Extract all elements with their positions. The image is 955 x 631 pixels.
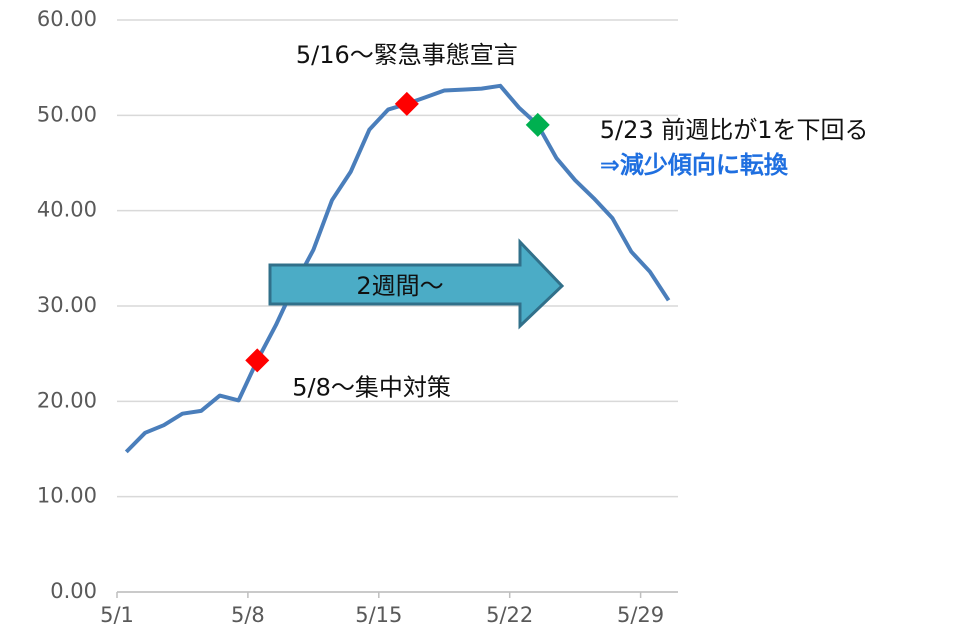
x-tick-label: 5/22 — [486, 603, 533, 627]
arrow — [268, 238, 565, 330]
marker — [245, 348, 270, 373]
arrow-label: 2週間～ — [356, 272, 443, 300]
x-tick-label: 5/29 — [617, 603, 664, 627]
annotation: 5/16～緊急事態宣言 — [296, 41, 518, 69]
data-line — [124, 83, 671, 454]
x-tick-label: 5/15 — [355, 603, 402, 627]
marker — [394, 91, 419, 116]
marker — [525, 112, 550, 137]
x-tick-label: 5/8 — [231, 603, 265, 627]
y-tick-label: 50.00 — [37, 102, 97, 126]
y-tick-label: 20.00 — [37, 388, 97, 412]
y-tick-label: 0.00 — [50, 579, 97, 603]
annotation: 5/8～集中対策 — [292, 373, 451, 401]
annotation-sub: ⇒減少傾向に転換 — [600, 151, 789, 179]
y-tick-label: 40.00 — [37, 198, 97, 222]
annotation: 5/23 前週比が1を下回る — [600, 116, 869, 144]
y-tick-label: 30.00 — [37, 293, 97, 317]
y-tick-label: 60.00 — [37, 7, 97, 31]
x-tick-label: 5/1 — [100, 603, 134, 627]
y-tick-label: 10.00 — [37, 484, 97, 508]
